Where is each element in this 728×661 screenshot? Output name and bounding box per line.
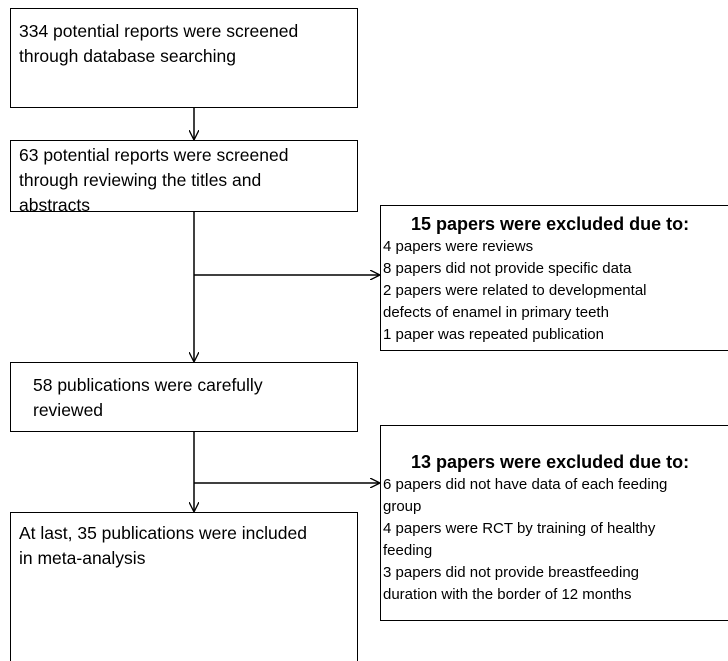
step-box: At last, 35 publications were included in… [10, 512, 358, 661]
exclusion-box: 13 papers were excluded due to: 6 papers … [380, 425, 728, 621]
exclusion-item: duration with the border of 12 months [383, 586, 632, 603]
box-text: At last, 35 publications were included [19, 523, 307, 543]
exclusion-item: 6 papers did not have data of each feedi… [383, 476, 668, 493]
exclusion-item: defects of enamel in primary teeth [383, 304, 609, 321]
exclusion-title: 15 papers were excluded due to: [411, 214, 690, 234]
box-text: 334 potential reports were screened [19, 21, 299, 41]
exclusion-title: 13 papers were excluded due to: [411, 452, 690, 472]
exclusion-item: feeding [383, 542, 433, 559]
box-text: reviewed [33, 400, 104, 420]
exclusion-item: 2 papers were related to developmental [383, 282, 647, 299]
exclusion-item: 8 papers did not provide specific data [383, 260, 632, 277]
exclusion-item: 4 papers were RCT by training of healthy [383, 520, 656, 537]
exclusion-item: 4 papers were reviews [383, 238, 534, 255]
box-text: 63 potential reports were screened [19, 145, 289, 165]
exclusion-item: 1 paper was repeated publication [383, 326, 604, 343]
box-text: 58 publications were carefully [33, 375, 263, 395]
box-text: through reviewing the titles and [19, 170, 262, 190]
box-text: abstracts [19, 195, 90, 215]
box-text: through database searching [19, 46, 236, 66]
exclusion-item: 3 papers did not provide breastfeeding [383, 564, 640, 581]
exclusion-box: 15 papers were excluded due to: 4 papers … [380, 205, 728, 351]
step-box: 58 publications were carefully reviewed [10, 362, 358, 432]
exclusion-item: group [383, 498, 422, 515]
box-text: in meta-analysis [19, 548, 146, 568]
step-box: 63 potential reports were screened throug… [10, 140, 358, 215]
step-box: 334 potential reports were screened throu… [10, 8, 358, 108]
